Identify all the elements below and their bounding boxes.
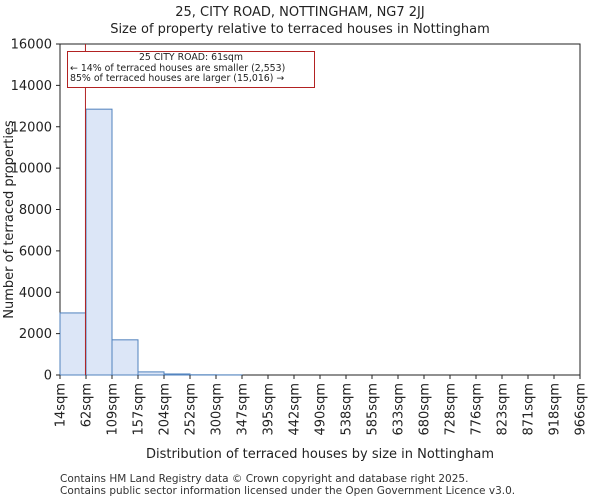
x-tick-label: 585sqm <box>366 383 381 436</box>
annotation-line-property: 25 CITY ROAD: 61sqm <box>138 52 244 63</box>
x-tick-label: 490sqm <box>314 383 329 436</box>
x-tick-label: 157sqm <box>132 383 147 436</box>
y-tick-label: 14000 <box>11 79 52 94</box>
x-tick-label: 252sqm <box>184 383 199 436</box>
x-tick-label: 966sqm <box>574 383 589 436</box>
x-tick-label: 871sqm <box>522 383 537 436</box>
y-axis-label: Number of terraced properties <box>2 120 17 319</box>
x-tick-label: 728sqm <box>444 383 459 436</box>
x-tick-label: 823sqm <box>496 383 511 436</box>
x-tick-label: 918sqm <box>548 383 563 436</box>
y-tick-label: 10000 <box>11 162 52 177</box>
chart-title: Size of property relative to terraced ho… <box>110 22 490 37</box>
x-axis-label: Distribution of terraced houses by size … <box>146 447 494 462</box>
x-tick-label: 538sqm <box>340 383 355 436</box>
y-tick-label: 6000 <box>19 244 52 259</box>
marker-annotation-box: 25 CITY ROAD: 61sqm ← 14% of terraced ho… <box>67 51 315 88</box>
plot-area-frame <box>59 43 581 376</box>
x-tick-label: 633sqm <box>392 383 407 436</box>
y-tick-label: 12000 <box>11 120 52 135</box>
x-tick-label: 109sqm <box>106 383 121 436</box>
x-tick-label: 776sqm <box>470 383 485 436</box>
x-tick-label: 204sqm <box>158 383 173 436</box>
annotation-line-larger: 85% of terraced houses are larger (15,01… <box>70 73 285 84</box>
x-tick-label: 395sqm <box>262 383 277 436</box>
x-tick-label: 680sqm <box>418 383 433 436</box>
footer-copyright: Contains HM Land Registry data © Crown c… <box>60 473 469 485</box>
x-tick-label: 300sqm <box>210 383 225 436</box>
histogram-bar <box>85 108 113 376</box>
y-tick-label: 8000 <box>19 203 52 218</box>
y-tick-label: 16000 <box>11 38 52 53</box>
y-tick-label: 4000 <box>19 286 52 301</box>
y-tick-label: 0 <box>44 369 52 384</box>
histogram-bar <box>163 373 191 376</box>
annotation-line-smaller: ← 14% of terraced houses are smaller (2,… <box>70 62 286 74</box>
histogram-bar <box>137 371 165 376</box>
x-tick-label: 347sqm <box>236 383 251 436</box>
histogram-bar <box>111 339 139 376</box>
y-tick-label: 2000 <box>19 327 52 342</box>
chart-title-address: 25, CITY ROAD, NOTTINGHAM, NG7 2JJ <box>175 5 425 20</box>
x-tick-label: 442sqm <box>288 383 303 436</box>
x-tick-label: 62sqm <box>80 383 95 427</box>
histogram-bar <box>59 312 87 376</box>
x-tick-label: 14sqm <box>54 383 69 427</box>
footer-licence: Contains public sector information licen… <box>60 485 516 497</box>
